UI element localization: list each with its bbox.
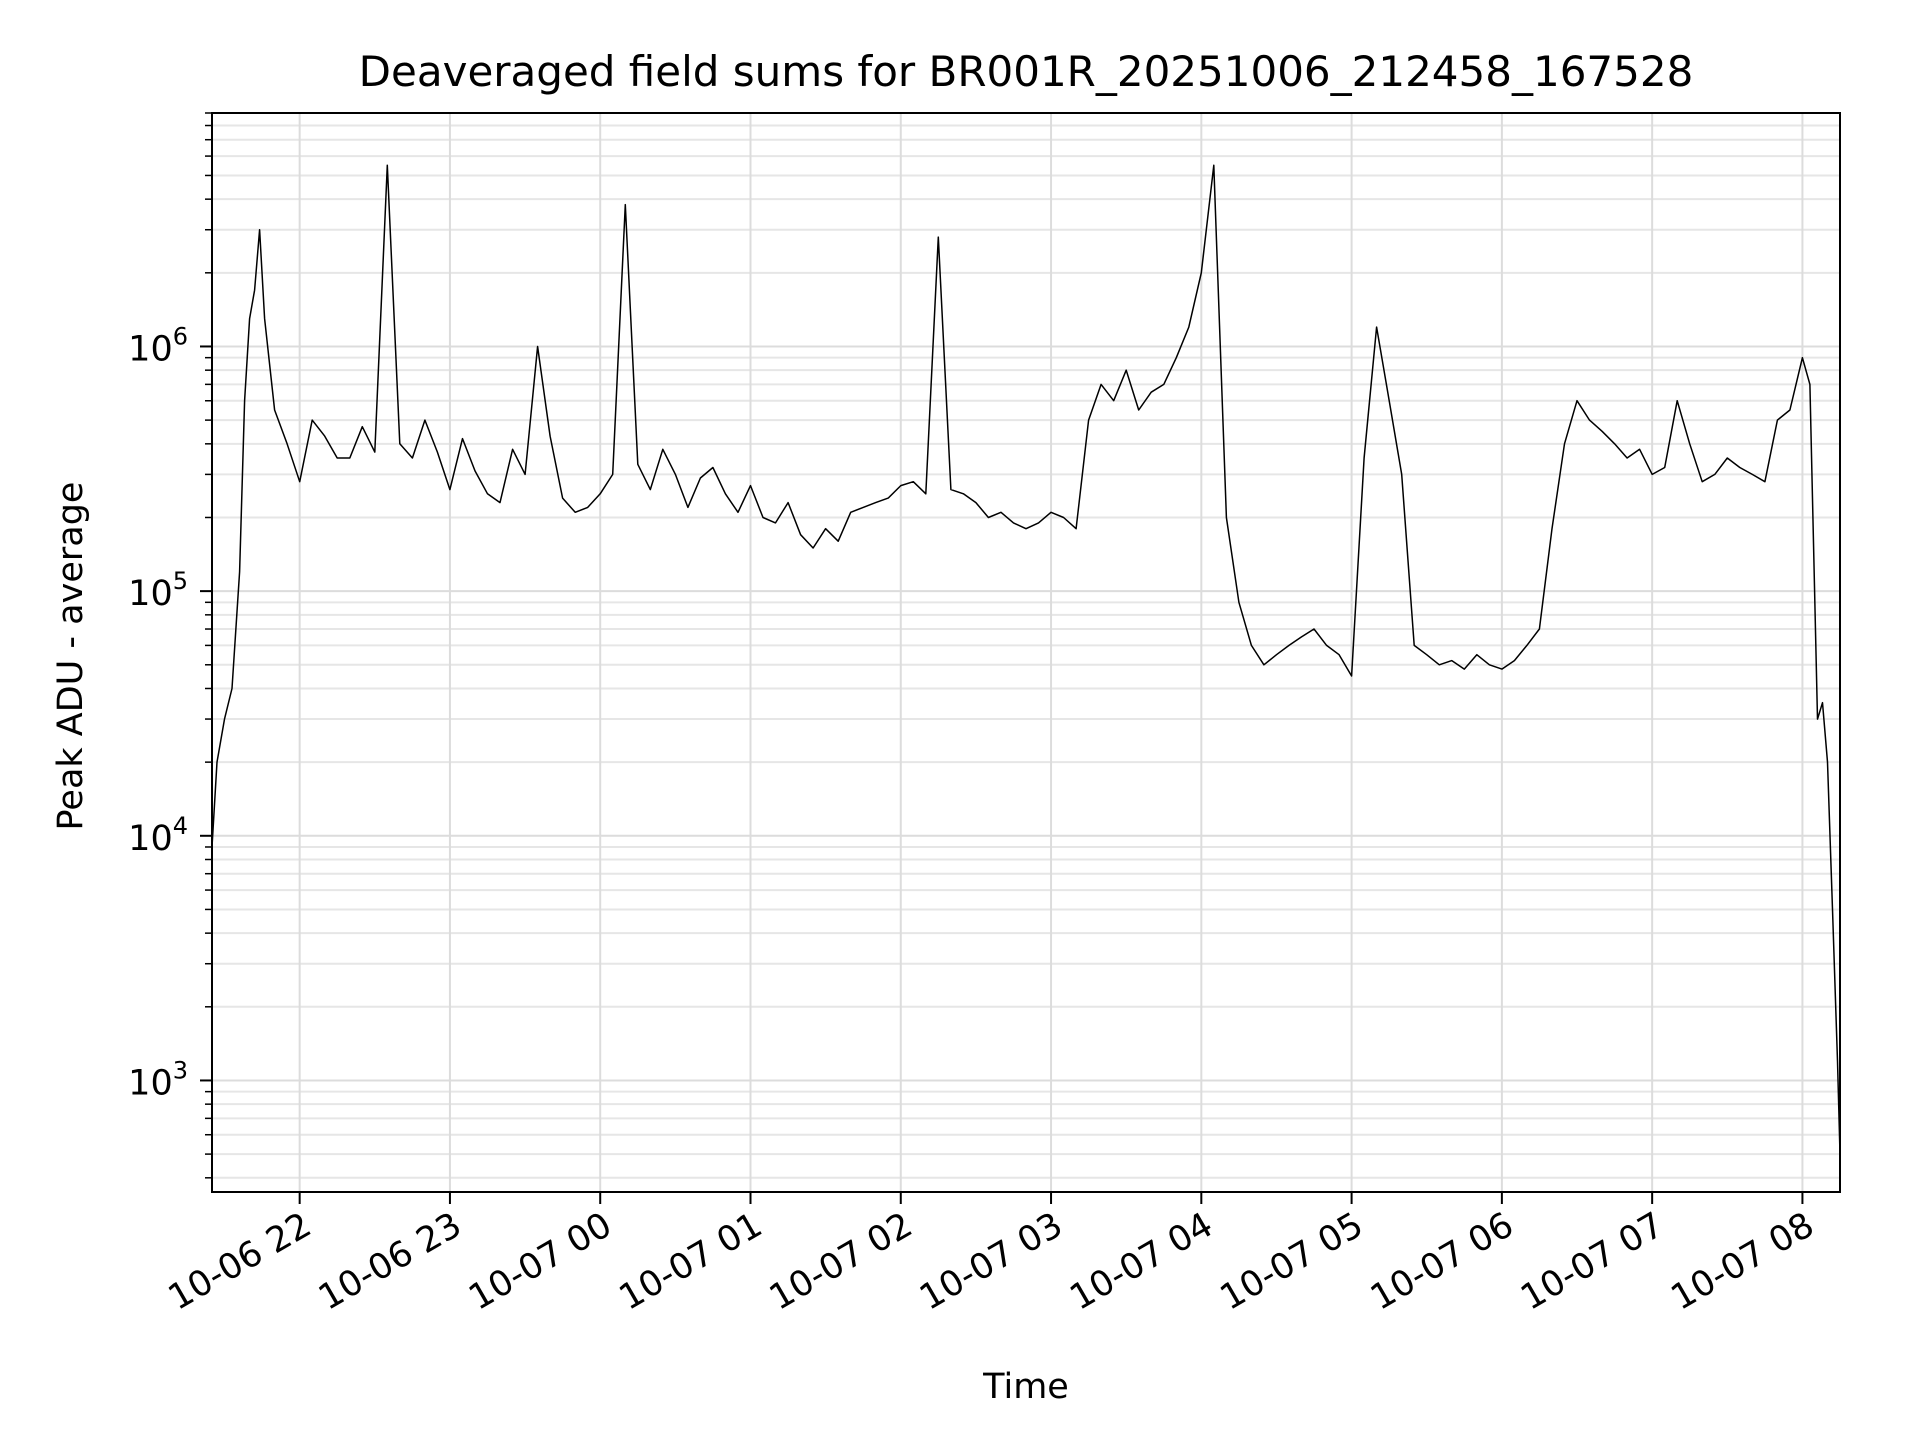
chart-title: Deaveraged field sums for BR001R_2025100… (359, 47, 1694, 96)
y-tick-label: 105 (128, 567, 188, 614)
y-tick-label: 106 (128, 322, 188, 369)
major-gridlines (212, 113, 1840, 1192)
series-layer (211, 164, 1841, 1155)
plot-frame (211, 112, 1841, 1193)
y-axis-ticks: 103 104 105 106 (128, 112, 212, 1179)
y-tick-label: 104 (128, 812, 188, 859)
x-axis-label: Time (982, 1367, 1069, 1407)
y-axis-label: Peak ADU - average (51, 482, 91, 831)
y-tick-label: 103 (128, 1056, 188, 1103)
series-line (211, 164, 1841, 1155)
minor-gridlines (212, 112, 1840, 1179)
